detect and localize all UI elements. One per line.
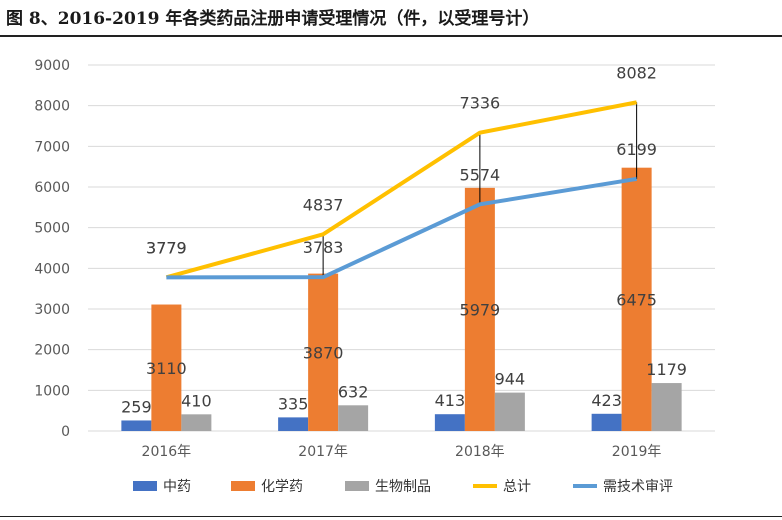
- bar-生物制品: [651, 383, 682, 431]
- y-tick-label: 6000: [34, 180, 70, 196]
- line-需技术审评: [166, 176, 637, 280]
- legend-swatch-化学药: [231, 481, 255, 491]
- data-label-需技术审评: 5574: [460, 165, 501, 184]
- bar-中药: [591, 413, 622, 431]
- y-tick-label: 9000: [34, 58, 70, 74]
- data-label-化学药: 3870: [303, 343, 344, 362]
- data-label-总计: 4837: [303, 195, 344, 214]
- bar-化学药: [308, 273, 339, 431]
- data-label-总计: 8082: [616, 63, 657, 82]
- y-tick-label: 8000: [34, 99, 70, 115]
- data-label-中药: 335: [278, 394, 309, 413]
- legend-label: 生物制品: [375, 479, 431, 495]
- figure-title: 图 8、2016-2019 年各类药品注册申请受理情况（件，以受理号计）: [6, 9, 540, 29]
- legend-label: 总计: [503, 479, 531, 495]
- y-tick-label: 2000: [34, 343, 70, 359]
- bar-化学药: [621, 167, 652, 431]
- data-label-需技术审评: 3783: [303, 238, 344, 257]
- data-label-生物制品: 632: [338, 382, 369, 401]
- data-label-化学药: 3110: [146, 359, 187, 378]
- data-label-中药: 259: [121, 397, 152, 416]
- data-label-化学药: 5979: [460, 300, 501, 319]
- line-总计: [165, 100, 638, 280]
- bar-中药: [121, 420, 152, 431]
- legend-swatch-中药: [133, 481, 157, 491]
- y-tick-label: 7000: [34, 139, 70, 155]
- legend-label: 需技术审评: [603, 479, 673, 495]
- data-label-需技术审评: 6199: [616, 140, 657, 159]
- data-label-中药: 423: [591, 391, 622, 410]
- bar-生物制品: [338, 405, 369, 431]
- y-tick-label: 0: [61, 424, 70, 440]
- legend-label: 中药: [163, 479, 191, 495]
- data-label-总计: 7336: [460, 94, 501, 113]
- bottom-rule: [0, 516, 782, 517]
- bar-中药: [434, 414, 465, 431]
- legend-swatch-生物制品: [345, 481, 369, 491]
- y-tick-label: 4000: [34, 261, 70, 277]
- x-tick-label: 2018年: [455, 444, 505, 460]
- data-label-生物制品: 410: [181, 391, 212, 410]
- legend-label: 化学药: [261, 479, 303, 495]
- data-label-总计: 3779: [146, 238, 187, 257]
- data-label-化学药: 6475: [616, 290, 657, 309]
- bar-生物制品: [494, 392, 525, 431]
- bar-生物制品: [181, 414, 212, 431]
- bar-化学药: [464, 187, 495, 431]
- y-tick-label: 3000: [34, 302, 70, 318]
- y-tick-label: 5000: [34, 221, 70, 237]
- y-tick-label: 1000: [34, 383, 70, 399]
- x-tick-label: 2016年: [142, 444, 192, 460]
- data-label-生物制品: 1179: [646, 360, 687, 379]
- data-label-中药: 413: [435, 391, 466, 410]
- bar-中药: [278, 417, 309, 431]
- title-rule: [0, 35, 782, 37]
- data-label-生物制品: 944: [495, 370, 526, 389]
- bar-化学药: [151, 304, 182, 431]
- x-tick-label: 2017年: [298, 444, 348, 460]
- data-label-需技术审评: 3779: [146, 238, 187, 257]
- x-tick-label: 2019年: [612, 444, 662, 460]
